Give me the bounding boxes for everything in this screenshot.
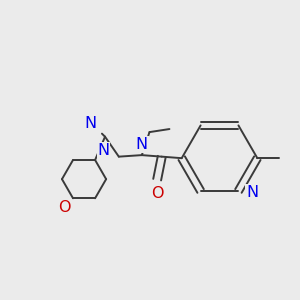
Text: N: N [136,137,148,152]
Text: O: O [151,186,164,201]
Text: N: N [84,116,96,130]
Text: N: N [98,142,110,158]
Text: O: O [58,200,70,215]
Text: N: N [246,185,258,200]
